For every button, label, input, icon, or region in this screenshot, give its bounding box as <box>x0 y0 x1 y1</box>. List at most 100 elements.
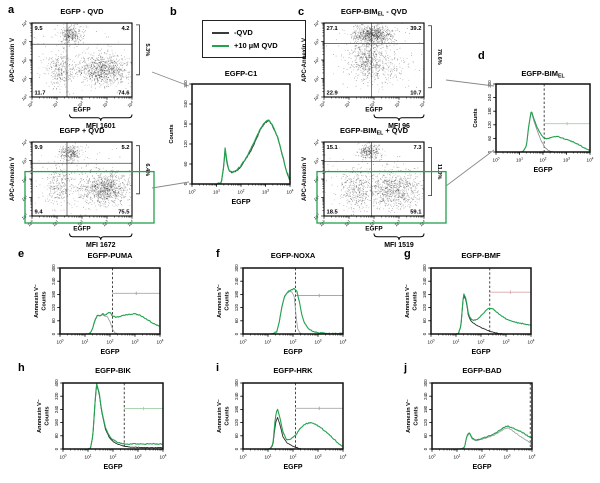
plot-frame <box>495 83 591 153</box>
x-axis-label: EGFP <box>73 107 91 114</box>
title-egfp-plus-qvd: EGFP + QVD <box>59 126 105 135</box>
svg-text:102: 102 <box>76 100 85 109</box>
plot-frame <box>59 267 161 335</box>
svg-text:101: 101 <box>51 219 60 228</box>
y-axis-label: Counts <box>414 406 420 425</box>
y-axis-label: Counts <box>225 406 231 425</box>
quadrant-bottom-right-pct: 59.1 <box>410 210 422 216</box>
curve-minus-qvd <box>216 120 290 185</box>
mfi-value: MFI 1519 <box>384 242 414 249</box>
svg-text:100: 100 <box>20 212 29 221</box>
title-egfp-bimel-hist: EGFP-BIMEL <box>521 69 565 80</box>
curve-plus-qvd <box>455 293 531 335</box>
title-egfp-hrk: EGFP-HRK <box>273 366 313 375</box>
title-egfp-bimel-plus-qvd: EGFP-BIMEL + QVD <box>339 126 409 137</box>
title-egfp-noxa: EGFP-NOXA <box>270 251 316 260</box>
quadrant-top-right-pct: 7.3 <box>413 145 422 151</box>
y-axis-label: APC-Annexin V <box>302 157 308 201</box>
curve-plus-qvd <box>216 119 290 185</box>
mfi-value: MFI 1601 <box>86 123 116 130</box>
plot-frame <box>430 267 532 335</box>
x-axis-label: EGFP <box>471 349 490 356</box>
mfi-value: MFI 96 <box>388 123 410 130</box>
x-axis-label: EGFP <box>472 464 491 471</box>
svg-text:102: 102 <box>20 56 29 65</box>
y-axis-label: Annnexin V⁻ <box>217 284 223 318</box>
x-axis-label: EGFP <box>365 226 383 233</box>
curve-plus-qvd <box>87 383 163 450</box>
dotplot-body: 27.1 39.222.9 10.7100100101101102102103103… <box>302 19 442 130</box>
svg-text:102: 102 <box>20 175 29 184</box>
title-egfp-bik: EGFP-BIK <box>95 366 131 375</box>
quadrant-bottom-right-pct: 74.6 <box>118 91 130 97</box>
quadrant-bottom-right-pct: 75.5 <box>118 210 130 216</box>
quadrant-top-left-pct: 15.1 <box>327 145 339 151</box>
plot-frame <box>242 382 344 450</box>
quadrant-top-left-pct: 9.5 <box>35 26 44 32</box>
dotplot-egfp-bimel-minus-qvd: 27.1 39.222.9 10.7100100101101102102103103… <box>302 19 442 130</box>
quadrant-bottom-left-pct: 22.9 <box>327 91 339 97</box>
y-axis-label: Counts <box>473 108 479 127</box>
legend-label-minus-qvd: -QVD <box>234 28 253 37</box>
x-axis-label: EGFP <box>103 464 122 471</box>
svg-text:102: 102 <box>76 219 85 228</box>
quadrant-bottom-left-pct: 9.4 <box>35 210 44 216</box>
panel-label-a: a <box>8 4 15 16</box>
quadrant-top-left-pct: 27.1 <box>327 26 339 32</box>
legend-line-minus-qvd-icon <box>212 31 229 34</box>
panel-label-h: h <box>18 362 25 374</box>
curve-minus-qvd <box>268 291 304 335</box>
title-egfp-c1: EGFP-C1 <box>224 69 258 78</box>
x-axis-label: EGFP <box>365 107 383 114</box>
gate-bracket <box>136 24 140 76</box>
quadrant-top-right-pct: 4.2 <box>121 26 129 32</box>
panel-label-f: f <box>216 248 220 260</box>
panel-label-g: g <box>404 248 411 260</box>
y-axis-label: APC-Annexin V <box>10 157 16 201</box>
y-axis-label: Annnexin V⁻ <box>37 399 43 433</box>
title-egfp-minus-qvd: EGFP - QVD <box>60 7 104 16</box>
legend-entry-minus-qvd: -QVD <box>212 28 305 37</box>
y-axis-label: Counts <box>169 124 175 143</box>
svg-text:103: 103 <box>101 100 110 109</box>
x-axis-label: EGFP <box>283 464 302 471</box>
title-egfp-bmf: EGFP-BMF <box>461 251 501 260</box>
y-axis-label: Annnexin V⁻ <box>217 399 223 433</box>
curve-plus-qvd <box>519 111 590 153</box>
x-axis-label: EGFP <box>231 199 250 206</box>
svg-text:103: 103 <box>20 157 29 166</box>
x-axis-label: EGFP <box>533 167 552 174</box>
scatter-dots <box>32 142 132 216</box>
qvd-legend: -QVD +10 µM QVD <box>202 20 306 58</box>
title-egfp-bimel-minus-qvd: EGFP-BIMEL - QVD <box>340 7 408 18</box>
svg-text:101: 101 <box>20 75 29 84</box>
quadrant-bottom-left-pct: 11.7 <box>35 91 46 97</box>
mfi-brace <box>373 114 425 121</box>
quadrant-bottom-right-pct: 10.7 <box>410 91 421 97</box>
curve-minus-qvd <box>519 112 555 153</box>
svg-text:103: 103 <box>101 219 110 228</box>
y-axis-label: APC-Annexin V <box>302 38 308 82</box>
svg-text:103: 103 <box>20 38 29 47</box>
svg-text:104: 104 <box>20 19 29 28</box>
quadrant-top-right-pct: 39.2 <box>410 26 421 32</box>
mfi-brace <box>69 114 133 121</box>
curve-plus-qvd <box>457 425 532 450</box>
mfi-value: MFI 1672 <box>86 242 116 249</box>
svg-text:104: 104 <box>20 138 29 147</box>
curve-plus-qvd <box>84 312 160 335</box>
y-axis-label: APC-Annexin V <box>10 38 16 82</box>
legend-line-plus-qvd-icon <box>212 44 229 47</box>
